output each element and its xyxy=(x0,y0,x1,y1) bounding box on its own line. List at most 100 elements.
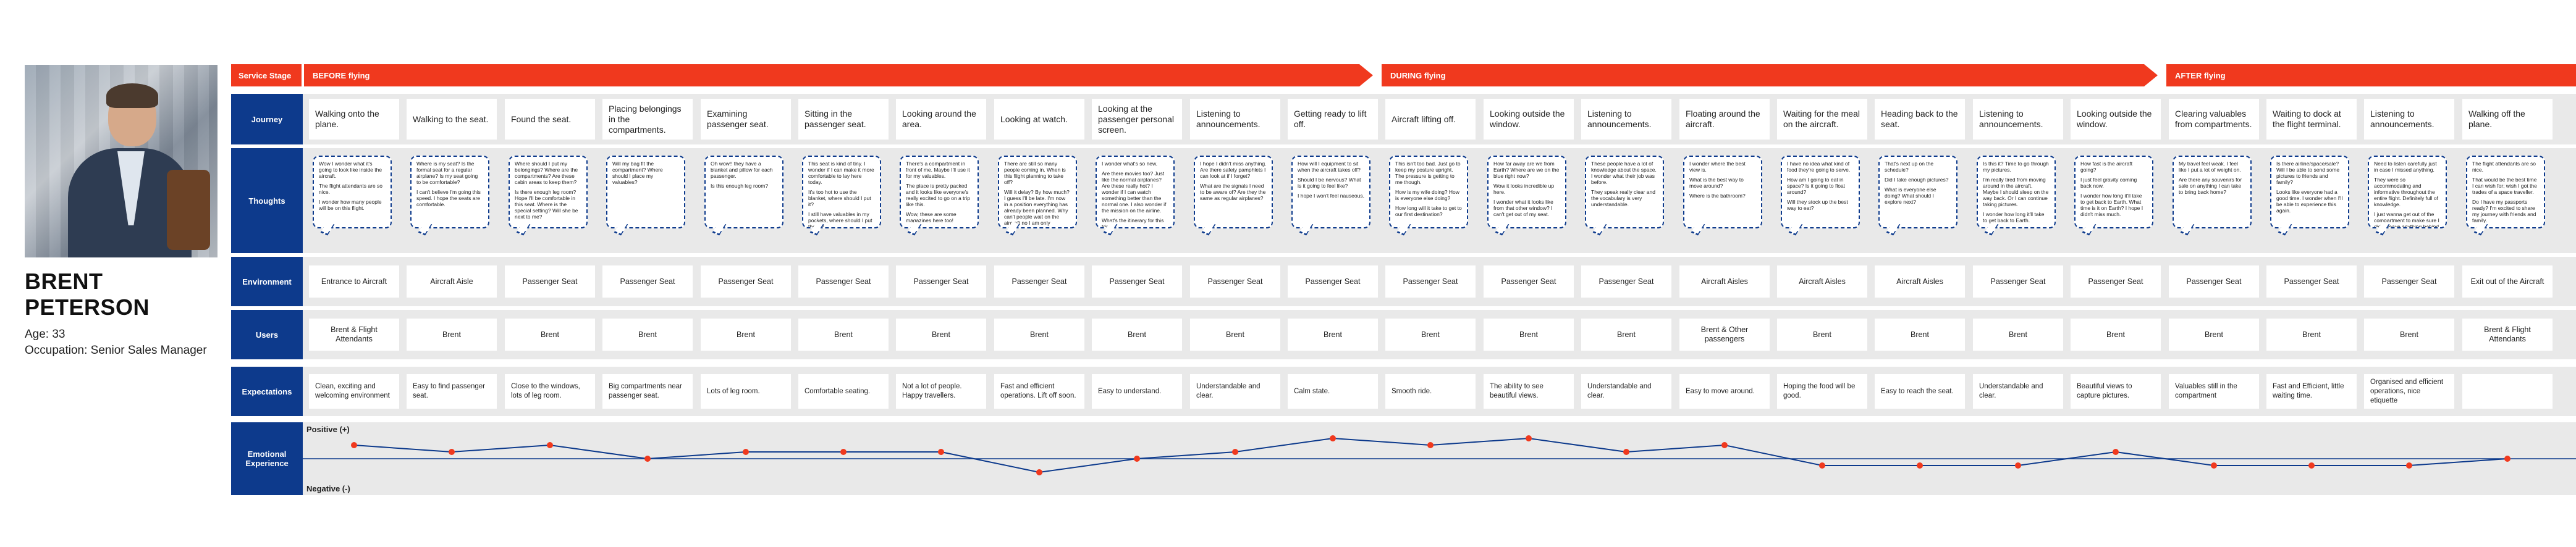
thought-bubble: These people have a lot of knowledge abo… xyxy=(1585,156,1664,228)
thought-bubble: How will I equipment to sit when the air… xyxy=(1291,156,1370,228)
persona-card: BRENT PETERSON Age: 33 Occupation: Senio… xyxy=(25,65,222,359)
environment-cell: Passenger Seat xyxy=(1288,265,1378,298)
journey-step: Aircraft lifting off. xyxy=(1385,99,1476,140)
journey-step: Listening to announcements. xyxy=(1581,99,1671,140)
thought-text: They speak really clear and the vocabula… xyxy=(1591,189,1657,207)
axis-positive-label: Positive (+) xyxy=(306,425,350,434)
expectations-cell: Valuables still in the compartment xyxy=(2169,374,2259,409)
thought-bubble: There are still so many people coming in… xyxy=(998,156,1077,228)
thought-bubble: Is this it? Time to go through my pictur… xyxy=(1977,156,2056,228)
thought-text: I wonder what it looks like from that ot… xyxy=(1493,199,1555,217)
users-cell: Brent xyxy=(1875,319,1965,351)
thought-bubble: How fast is the aircraft going? I just fe… xyxy=(2074,156,2153,228)
environment-cell: Exit out of the Aircraft xyxy=(2462,265,2553,298)
thought-bubble: How far away are we from Earth? Where ar… xyxy=(1487,156,1566,228)
journey-step: Clearing valuables from compartments. xyxy=(2169,99,2259,140)
users-cell: Brent xyxy=(896,319,986,351)
thought-text: The flight attendants are so nice. xyxy=(319,183,384,195)
thought-text: Need to listen carefully just in case I … xyxy=(2374,161,2438,173)
emotion-point xyxy=(840,449,847,455)
thought-text: I have no idea what kind of food they're… xyxy=(1787,161,1851,173)
environment-cell: Passenger Seat xyxy=(2266,265,2357,298)
environment-cell: Entrance to Aircraft xyxy=(309,265,399,298)
thought-bubble: I wonder where the best view is. What is … xyxy=(1683,156,1762,228)
expectations-cell: Easy to find passenger seat. xyxy=(407,374,497,409)
thought-text: Wow I wonder what it's going to look lik… xyxy=(319,161,384,179)
users-cell: Brent xyxy=(2169,319,2259,351)
thought-text: Oh wow!! they have a blanket and pillow … xyxy=(711,161,775,179)
thought-text: Wow, these are some magazines here too! xyxy=(906,211,958,223)
thought-text: They were so accommodating and informati… xyxy=(2374,177,2440,207)
expectations-cell: Big compartments near passenger seat. xyxy=(602,374,693,409)
expectations-cell: Understandable and clear. xyxy=(1190,374,1280,409)
users-cell: Brent & Flight Attendants xyxy=(2462,319,2553,351)
environment-cell: Passenger Seat xyxy=(1190,265,1280,298)
thought-text: That would be the best time I can wish f… xyxy=(2472,177,2539,195)
thought-bubble: This isn't too bad. Just go to keep my p… xyxy=(1389,156,1468,228)
emotion-chart xyxy=(303,435,2576,475)
thought-text: Do I have my passports ready? I'm excite… xyxy=(2472,199,2538,223)
thought-text: Is there airline/space/sale? Will I be a… xyxy=(2276,161,2341,185)
persona-photo xyxy=(25,65,217,257)
emotion-point xyxy=(1721,442,1728,448)
expectations-cell: Comfortable seating. xyxy=(798,374,889,409)
expectations-cell: Not a lot of people. Happy travellers. xyxy=(896,374,986,409)
journey-step: Walking off the plane. xyxy=(2462,99,2553,140)
thought-text: I hope I didn't miss anything. Are there… xyxy=(1200,161,1268,179)
thought-text: Wow it looks incredible up here. xyxy=(1493,183,1556,195)
thought-text: Where is the bathroom? xyxy=(1689,193,1746,199)
journey-step: Looking at the passenger personal screen… xyxy=(1092,99,1182,140)
thought-bubble: This seat is kind of tiny. I wonder if I… xyxy=(802,156,881,228)
emotion-point xyxy=(449,449,455,455)
thought-text: Is there enough leg room? Hope I'll be c… xyxy=(515,189,580,220)
emotion-point xyxy=(743,449,749,455)
thought-bubble: I hope I didn't miss anything. Are there… xyxy=(1194,156,1273,228)
environment-cell: Passenger Seat xyxy=(701,265,791,298)
users-cell: Brent xyxy=(1581,319,1671,351)
thought-text: The flight attendants are so nice. xyxy=(2472,161,2538,173)
journey-step: Looking outside the window. xyxy=(2071,99,2161,140)
users-cell: Brent xyxy=(602,319,693,351)
thought-text: That's next up on the schedule? xyxy=(1885,161,1935,173)
expectations-cell: Easy to move around. xyxy=(1679,374,1770,409)
thought-bubble: Where is my seat? Is the formal seat for… xyxy=(410,156,489,228)
journey-step: Looking outside the window. xyxy=(1484,99,1574,140)
expectations-cell: The ability to see beautiful views. xyxy=(1484,374,1574,409)
users-cell: Brent xyxy=(1385,319,1476,351)
emotion-point xyxy=(1917,462,1923,469)
thought-text: I wonder how many people will be on this… xyxy=(319,199,383,211)
thought-text: I hope I won't feel nauseous. xyxy=(1298,193,1364,199)
expectations-cell: Understandable and clear. xyxy=(1581,374,1671,409)
thought-text: What are the signals I need to be aware … xyxy=(1200,183,1267,201)
emotion-point xyxy=(2015,462,2021,469)
thought-text: Where is my seat? Is the formal seat for… xyxy=(416,161,479,185)
thought-bubble: Is there airline/space/sale? Will I be a… xyxy=(2270,156,2349,228)
thought-text: The place is pretty packed and it looks … xyxy=(906,183,972,207)
axis-negative-label: Negative (-) xyxy=(306,484,350,493)
emotion-point xyxy=(547,442,553,448)
environment-cell: Passenger Seat xyxy=(798,265,889,298)
journey-step: Listening to announcements. xyxy=(1190,99,1280,140)
thought-text: Are there movies too? Just like the norm… xyxy=(1102,170,1168,214)
environment-cell: Passenger Seat xyxy=(1092,265,1182,298)
environment-cell: Passenger Seat xyxy=(994,265,1084,298)
expectations-cell: Lots of leg room. xyxy=(701,374,791,409)
environment-cell: Passenger Seat xyxy=(1973,265,2063,298)
emotion-point xyxy=(351,442,357,448)
users-cell: Brent xyxy=(1484,319,1574,351)
journey-step: Walking onto the plane. xyxy=(309,99,399,140)
journey-step: Placing belongings in the compartments. xyxy=(602,99,693,140)
row-label-emotional-experience: Emotional Experience xyxy=(231,422,303,495)
thought-text: I wonder where the best view is. xyxy=(1689,161,1747,173)
thought-text: What is everyone else doing? What should… xyxy=(1885,186,1938,205)
environment-cell: Aircraft Aisles xyxy=(1875,265,1965,298)
emotion-point xyxy=(1819,462,1825,469)
environment-cell: Passenger Seat xyxy=(505,265,595,298)
thought-bubble: Oh wow!! they have a blanket and pillow … xyxy=(704,156,783,228)
users-cell: Brent & Other passengers xyxy=(1679,319,1770,351)
thought-bubble: There's a compartment in front of me. Ma… xyxy=(900,156,979,228)
thought-bubble: I wonder what's so new. Are there movies … xyxy=(1096,156,1175,228)
environment-cell: Passenger Seat xyxy=(2071,265,2161,298)
thought-text: How long will it take to get to our firs… xyxy=(1395,205,1464,217)
users-cell: Brent xyxy=(2071,319,2161,351)
